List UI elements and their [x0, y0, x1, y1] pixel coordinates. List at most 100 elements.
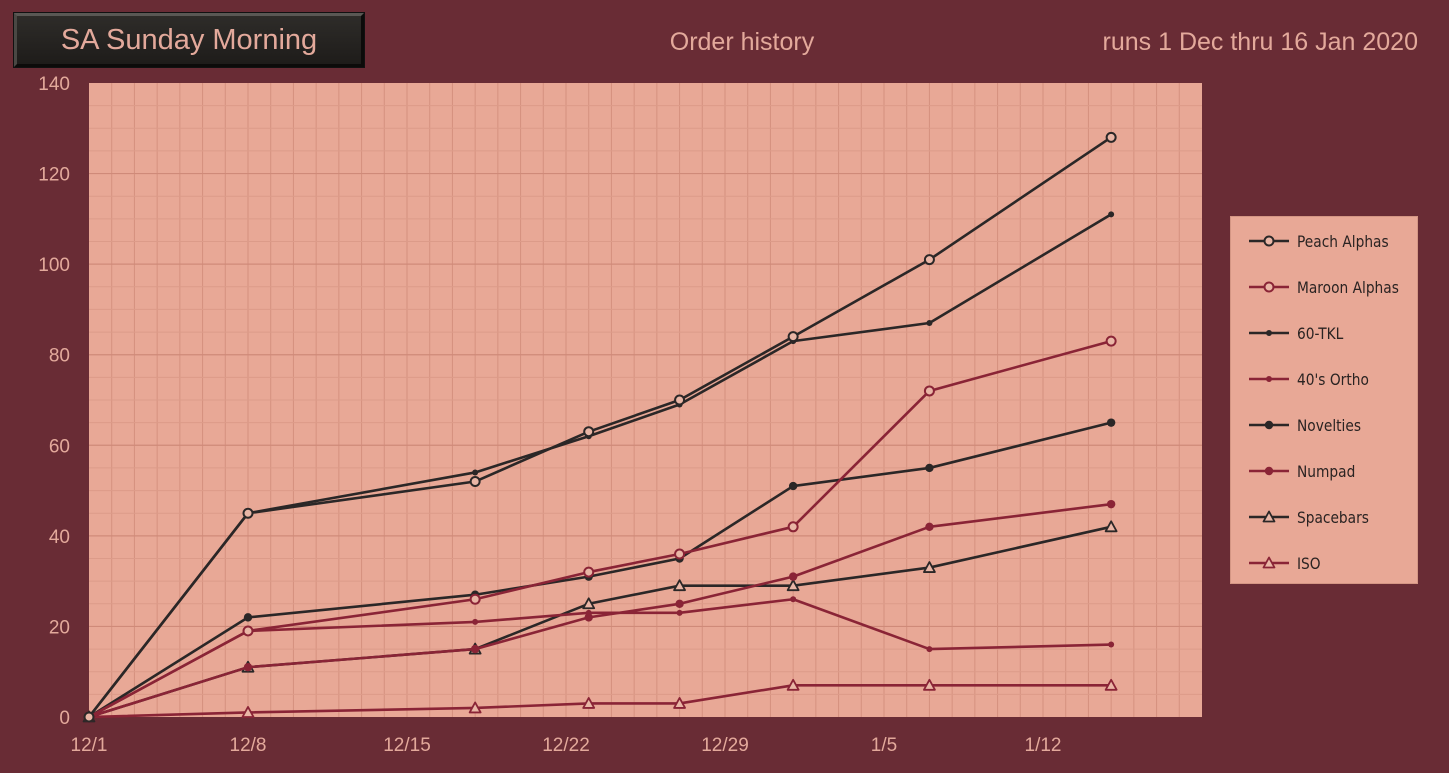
chart-title: Order history [669, 28, 815, 56]
x-tick-label: 12/15 [383, 735, 431, 756]
legend-item: Peach Alphas [1231, 229, 1419, 253]
data-point [582, 697, 596, 709]
data-point [583, 566, 595, 578]
data-point [786, 579, 800, 592]
y-tick-label: 20 [49, 617, 70, 638]
data-point [1104, 520, 1118, 533]
legend-marker [1266, 376, 1272, 382]
series-line [88, 597, 1112, 719]
series-line [88, 421, 1112, 719]
data-point [468, 701, 482, 714]
legend-item: ISO [1231, 551, 1419, 575]
data-point [923, 678, 936, 691]
x-tick-label: 12/8 [230, 735, 267, 756]
data-point [788, 572, 798, 581]
series-maroon-alphas [83, 335, 1117, 723]
y-tick-label: 80 [49, 346, 70, 367]
data-point [923, 561, 936, 573]
data-point [675, 599, 684, 608]
data-point [1105, 335, 1117, 347]
data-point [926, 320, 933, 327]
data-point [243, 662, 253, 672]
data-point [469, 593, 481, 605]
series-line [88, 502, 1112, 719]
legend-swatch [1249, 281, 1289, 293]
data-point [83, 711, 95, 723]
x-tick-label: 12/22 [542, 735, 590, 756]
data-point [1105, 131, 1117, 143]
data-point [585, 609, 592, 616]
legend-swatch [1249, 330, 1289, 336]
data-point [925, 463, 934, 473]
data-point [583, 426, 595, 438]
series-line [87, 136, 1112, 718]
legend-swatch [1249, 235, 1289, 247]
y-tick-label: 120 [38, 165, 70, 186]
data-point [923, 254, 935, 266]
legend-item: 60-TKL [1231, 321, 1419, 345]
data-point [242, 625, 254, 637]
data-point [673, 579, 686, 592]
data-point [472, 469, 479, 476]
legend-marker [1266, 330, 1272, 336]
series-peach-alphas [83, 131, 1117, 723]
data-point [1106, 499, 1116, 509]
legend-marker [1262, 556, 1276, 569]
data-point [241, 706, 255, 718]
data-point [1108, 641, 1115, 648]
legend-swatch [1249, 420, 1289, 430]
x-tick-label: 12/29 [701, 735, 749, 756]
legend-marker [1263, 281, 1275, 293]
data-point [786, 678, 800, 691]
badge-text: SA Sunday Morning [60, 23, 318, 56]
legend-label: ISO [1297, 553, 1321, 573]
data-point [674, 394, 686, 406]
legend-item: Numpad [1231, 459, 1419, 483]
y-tick-label: 0 [59, 708, 70, 729]
data-point [926, 646, 933, 653]
data-point [674, 548, 686, 560]
series-line [88, 683, 1112, 719]
legend-label: 60-TKL [1297, 323, 1344, 343]
data-point [787, 331, 799, 343]
series-numpad [84, 499, 1116, 722]
legend-swatch [1249, 556, 1289, 569]
legend-label: Peach Alphas [1297, 231, 1389, 251]
legend-label: Numpad [1297, 461, 1356, 481]
data-point [584, 613, 593, 622]
data-point [1106, 418, 1116, 427]
legend-swatch [1249, 510, 1289, 523]
legend-swatch [1249, 466, 1289, 476]
data-point [925, 522, 934, 531]
y-tick-label: 100 [38, 255, 70, 276]
legend-marker [1262, 510, 1276, 523]
data-point [469, 476, 481, 488]
legend-item: Novelties [1231, 413, 1419, 437]
legend-label: Spacebars [1297, 507, 1369, 527]
data-point [582, 597, 596, 610]
data-point [923, 385, 935, 397]
chart-badge: SA Sunday Morning [14, 13, 364, 67]
legend-label: Maroon Alphas [1297, 277, 1399, 297]
data-point [787, 521, 799, 533]
data-point [673, 697, 686, 709]
series-iso [82, 678, 1118, 723]
y-tick-label: 40 [49, 527, 70, 548]
x-tick-label: 1/12 [1025, 735, 1062, 756]
data-point [1104, 678, 1118, 691]
y-tick-label: 140 [38, 74, 70, 95]
data-point [788, 481, 798, 491]
x-tick-label: 12/1 [71, 735, 108, 756]
chart-legend: Peach Alphas Maroon Alphas 60-TKL 40's Orth… [1230, 216, 1418, 584]
legend-label: Novelties [1297, 415, 1362, 435]
series-40-s-ortho [86, 596, 1115, 720]
data-point [243, 613, 253, 622]
legend-item: Maroon Alphas [1231, 275, 1419, 299]
legend-item: Spacebars [1231, 505, 1419, 529]
legend-swatch [1249, 376, 1289, 382]
legend-marker [1264, 420, 1274, 430]
chart-subtitle: runs 1 Dec thru 16 Jan 2020 [1102, 28, 1418, 56]
y-tick-label: 60 [49, 436, 70, 457]
data-point [472, 618, 479, 625]
